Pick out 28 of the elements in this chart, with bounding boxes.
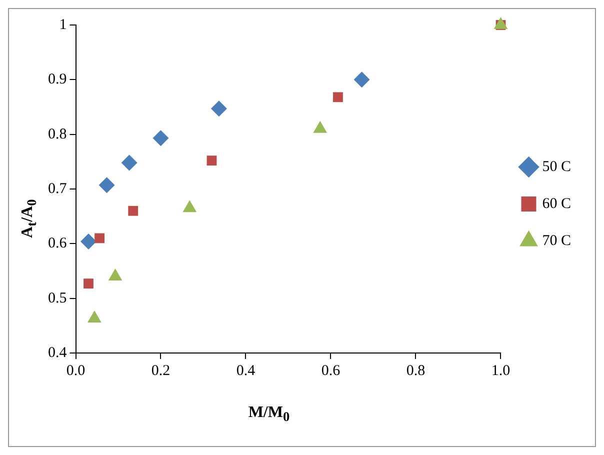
point (128, 206, 138, 216)
point (333, 92, 343, 102)
x-axis-title: M/M$_{0}$ (247, 404, 291, 426)
point (354, 72, 370, 88)
legend-label: 60 C (542, 196, 572, 212)
point (210, 100, 227, 117)
point (121, 154, 138, 171)
y-tick-label: 1 (59, 16, 67, 33)
point (206, 156, 217, 166)
x-tick-label: 0.0 (66, 362, 86, 379)
point (98, 177, 115, 194)
x-tick-label: 0.6 (321, 362, 341, 379)
legend-label: 70 C (542, 232, 572, 249)
y-tick-label: 0.5 (48, 290, 67, 306)
x-tick-label: 0.2 (151, 362, 170, 379)
legend-label: 50 C (542, 158, 572, 175)
y-tick-label: 0.9 (48, 72, 67, 88)
point (94, 233, 104, 244)
point (152, 130, 169, 146)
y-tick-label: 0.8 (48, 126, 67, 142)
point (80, 233, 96, 250)
y-tick-label: 0.7 (48, 180, 68, 197)
y-tick-label: 0.4 (48, 344, 68, 361)
y-tick-label: 0.6 (48, 236, 68, 252)
x-tick-label: 0.4 (236, 362, 256, 379)
x-tick-label: 1.0 (491, 362, 510, 379)
x-tick-label: 0.8 (406, 362, 426, 379)
point (84, 278, 94, 289)
